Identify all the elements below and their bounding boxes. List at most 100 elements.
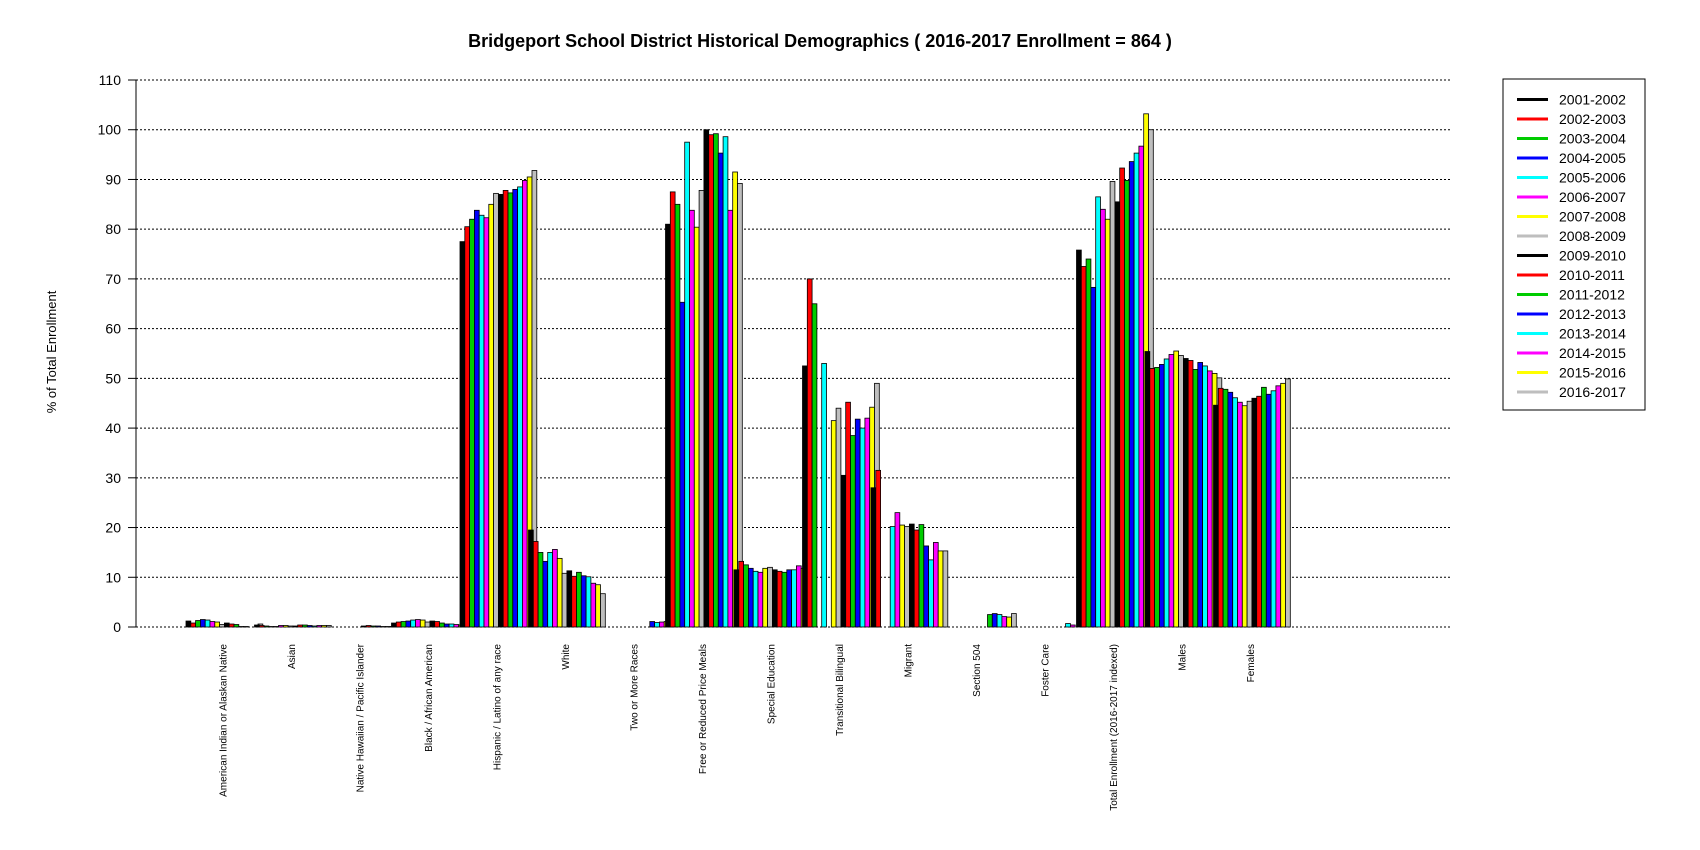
bar <box>864 417 871 628</box>
bar <box>1090 286 1097 628</box>
bar <box>1213 404 1219 628</box>
bar <box>1237 401 1243 628</box>
bar <box>889 526 896 628</box>
legend-label: 2008-2009 <box>1559 228 1626 244</box>
bar <box>464 226 470 628</box>
bar <box>1163 358 1170 628</box>
bar <box>311 625 318 628</box>
legend: 2001-2002 2002-2003 2003-2004 2004-2005 2005… <box>1502 78 1646 411</box>
bar-group <box>870 469 949 628</box>
bar <box>199 619 206 628</box>
bar <box>254 624 260 628</box>
bar <box>1154 367 1160 628</box>
bar <box>292 625 299 628</box>
bar <box>1076 249 1082 628</box>
y-tick-label: 110 <box>99 72 122 88</box>
legend-label: 2011-2012 <box>1559 287 1625 303</box>
bar <box>1065 623 1071 628</box>
bar <box>556 557 563 628</box>
bar <box>561 572 568 628</box>
legend-item: 2005-2006 <box>1517 170 1626 186</box>
bar <box>840 474 847 628</box>
category-label: Two or More Races <box>629 644 640 731</box>
bar <box>483 217 490 628</box>
bar <box>488 203 494 628</box>
bar <box>326 625 332 628</box>
bar <box>654 622 660 628</box>
bar <box>576 571 582 628</box>
bar <box>405 620 412 628</box>
bar <box>552 549 558 628</box>
bar <box>1222 388 1229 628</box>
bar <box>223 622 230 628</box>
bar <box>566 570 573 628</box>
bar <box>370 625 377 628</box>
y-tick-label: 50 <box>105 370 121 386</box>
bar <box>1187 360 1194 628</box>
bar <box>942 550 949 628</box>
bar <box>415 619 421 628</box>
bar <box>875 469 881 628</box>
bar <box>282 625 289 628</box>
bar <box>375 625 381 628</box>
legend-item: 2012-2013 <box>1517 306 1626 322</box>
bar <box>258 625 265 628</box>
bar <box>429 620 436 628</box>
bar <box>185 620 192 628</box>
category-label: Transitional Bilingual <box>835 644 846 736</box>
bar <box>738 560 744 628</box>
bar <box>708 134 714 628</box>
bar <box>365 625 372 628</box>
bar <box>306 625 313 628</box>
bar <box>1128 161 1135 628</box>
bar <box>748 567 754 628</box>
bar <box>933 542 939 628</box>
y-tick-label: 30 <box>105 470 121 486</box>
category-label: Free or Reduced Price Meals <box>698 644 709 774</box>
bar-group <box>733 560 812 628</box>
bar <box>987 614 993 628</box>
bar <box>316 625 323 628</box>
bar-group <box>1076 113 1154 628</box>
bar <box>665 223 671 628</box>
bar <box>727 209 734 628</box>
bar <box>698 189 705 628</box>
legend-label: 2016-2017 <box>1559 384 1626 400</box>
bar-group <box>459 170 538 628</box>
y-axis-label: % of Total Enrollment <box>44 290 59 413</box>
y-axis: 0 10 20 30 40 50 60 70 80 90 100 110 <box>98 72 137 635</box>
legend-label: 2003-2004 <box>1559 131 1626 147</box>
bar <box>776 570 783 628</box>
bar <box>478 214 485 628</box>
bar <box>894 512 901 628</box>
category-label: Black / African American <box>424 644 435 752</box>
bar <box>502 189 509 628</box>
bar <box>1261 386 1267 628</box>
legend-item: 2004-2005 <box>1517 150 1626 166</box>
bar <box>845 401 851 628</box>
bar <box>1173 350 1180 628</box>
bar <box>830 420 837 628</box>
bar <box>434 621 440 628</box>
bar <box>937 550 944 628</box>
bar <box>302 624 308 628</box>
category-label: Native Hawaiian / Pacific Islander <box>355 643 366 792</box>
bar <box>1085 258 1092 628</box>
bar <box>419 619 426 628</box>
bar <box>1251 397 1258 628</box>
bar <box>1207 370 1213 628</box>
bar <box>512 188 518 628</box>
bar <box>717 152 724 628</box>
bar <box>1070 624 1076 628</box>
bar <box>772 569 778 628</box>
bar <box>850 435 856 628</box>
bar <box>1192 369 1199 628</box>
bar <box>595 584 601 628</box>
bar <box>1124 180 1130 628</box>
bar <box>1275 385 1282 628</box>
bar <box>1232 397 1238 628</box>
bar <box>1001 616 1008 628</box>
bar <box>1265 393 1272 628</box>
legend-item: 2003-2004 <box>1517 131 1626 147</box>
